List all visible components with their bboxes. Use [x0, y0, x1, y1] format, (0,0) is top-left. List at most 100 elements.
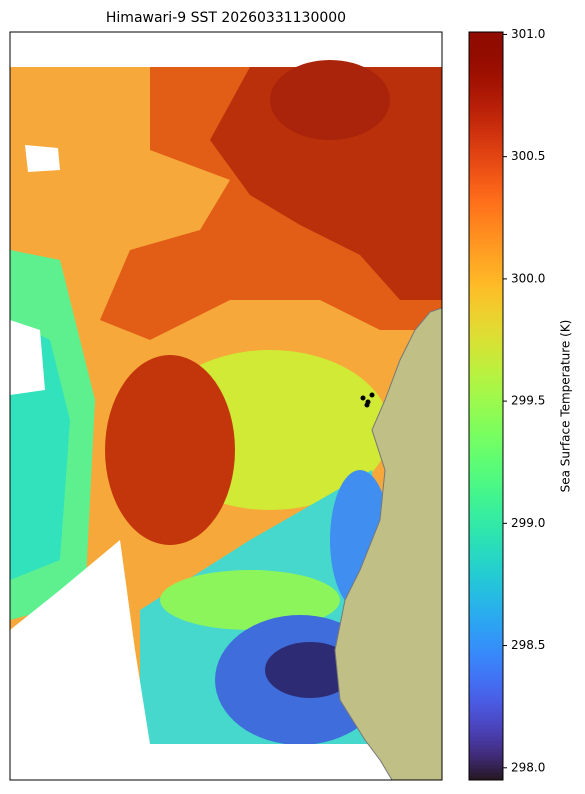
- colorbar-cell: [469, 772, 503, 777]
- colorbar-cell: [469, 432, 503, 437]
- colorbar-cell: [469, 204, 503, 209]
- colorbar-cell: [469, 164, 503, 169]
- colorbar-cell: [469, 628, 503, 633]
- colorbar-cell: [469, 472, 503, 477]
- colorbar-cell: [469, 360, 503, 365]
- colorbar-cell: [469, 404, 503, 409]
- colorbar-cell: [469, 300, 503, 305]
- colorbar-cell: [469, 560, 503, 565]
- colorbar-cell: [469, 724, 503, 729]
- colorbar-cell: [469, 484, 503, 489]
- colorbar-cell: [469, 508, 503, 513]
- colorbar-cell: [469, 384, 503, 389]
- colorbar-cell: [469, 728, 503, 733]
- colorbar-cell: [469, 128, 503, 133]
- colorbar-cell: [469, 340, 503, 345]
- colorbar-cell: [469, 36, 503, 41]
- colorbar-cell: [469, 464, 503, 469]
- colorbar-cell: [469, 220, 503, 225]
- colorbar-cell: [469, 108, 503, 113]
- colorbar-cell: [469, 156, 503, 161]
- colorbar-cell: [469, 288, 503, 293]
- colorbar-tick-label: 298.5: [511, 638, 545, 652]
- colorbar-cell: [469, 216, 503, 221]
- colorbar-cell: [469, 620, 503, 625]
- colorbar-cell: [469, 476, 503, 481]
- colorbar-cell: [469, 416, 503, 421]
- colorbar-cell: [469, 256, 503, 261]
- colorbar-cell: [469, 624, 503, 629]
- colorbar-cell: [469, 264, 503, 269]
- colorbar-label: Sea Surface Temperature (K): [559, 320, 573, 493]
- colorbar-cell: [469, 540, 503, 545]
- colorbar-cell: [469, 552, 503, 557]
- colorbar-tick-label: 299.5: [511, 394, 545, 408]
- colorbar-cell: [469, 584, 503, 589]
- colorbar-cell: [469, 504, 503, 509]
- colorbar-cell: [469, 652, 503, 657]
- colorbar-cell: [469, 744, 503, 749]
- colorbar-cell: [469, 492, 503, 497]
- colorbar-cell: [469, 104, 503, 109]
- colorbar-cell: [469, 448, 503, 453]
- colorbar-cell: [469, 536, 503, 541]
- colorbar-cell: [469, 112, 503, 117]
- colorbar-cell: [469, 440, 503, 445]
- colorbar-cell: [469, 168, 503, 173]
- colorbar-cell: [469, 708, 503, 713]
- colorbar-cell: [469, 740, 503, 745]
- colorbar-cell: [469, 636, 503, 641]
- colorbar-cell: [469, 468, 503, 473]
- colorbar-cell: [469, 588, 503, 593]
- colorbar-cell: [469, 516, 503, 521]
- colorbar-cell: [469, 748, 503, 753]
- colorbar-cell: [469, 200, 503, 205]
- colorbar-cell: [469, 436, 503, 441]
- colorbar-cell: [469, 328, 503, 333]
- colorbar-cell: [469, 68, 503, 73]
- colorbar-cell: [469, 228, 503, 233]
- colorbar-cell: [469, 688, 503, 693]
- colorbar-cell: [469, 764, 503, 769]
- colorbar-cell: [469, 388, 503, 393]
- colorbar-cell: [469, 284, 503, 289]
- colorbar-cell: [469, 232, 503, 237]
- colorbar-cell: [469, 776, 503, 781]
- colorbar-cell: [469, 736, 503, 741]
- colorbar-cell: [469, 140, 503, 145]
- colorbar-cell: [469, 452, 503, 457]
- colorbar-cell: [469, 296, 503, 301]
- colorbar-cell: [469, 144, 503, 149]
- colorbar-cell: [469, 752, 503, 757]
- colorbar-cell: [469, 208, 503, 213]
- colorbar-cell: [469, 224, 503, 229]
- colorbar-cell: [469, 320, 503, 325]
- colorbar-cell: [469, 532, 503, 537]
- colorbar-cell: [469, 716, 503, 721]
- colorbar-cell: [469, 572, 503, 577]
- colorbar-cell: [469, 556, 503, 561]
- colorbar-cell: [469, 548, 503, 553]
- colorbar-cell: [469, 32, 503, 37]
- colorbar-cell: [469, 180, 503, 185]
- colorbar-cell: [469, 412, 503, 417]
- colorbar-cell: [469, 116, 503, 121]
- colorbar-cell: [469, 52, 503, 57]
- colorbar-cell: [469, 352, 503, 357]
- colorbar-frame: [468, 31, 504, 781]
- colorbar-cell: [469, 640, 503, 645]
- colorbar-cell: [469, 192, 503, 197]
- colorbar-cell: [469, 88, 503, 93]
- colorbar-cell: [469, 612, 503, 617]
- colorbar-cell: [469, 212, 503, 217]
- colorbar-cell: [469, 72, 503, 77]
- colorbar-cell: [469, 236, 503, 241]
- colorbar-cell: [469, 608, 503, 613]
- colorbar: [469, 32, 503, 781]
- colorbar-cell: [469, 272, 503, 277]
- colorbar-cell: [469, 580, 503, 585]
- colorbar-cell: [469, 280, 503, 285]
- colorbar-cell: [469, 756, 503, 761]
- colorbar-cell: [469, 76, 503, 81]
- colorbar-cell: [469, 496, 503, 501]
